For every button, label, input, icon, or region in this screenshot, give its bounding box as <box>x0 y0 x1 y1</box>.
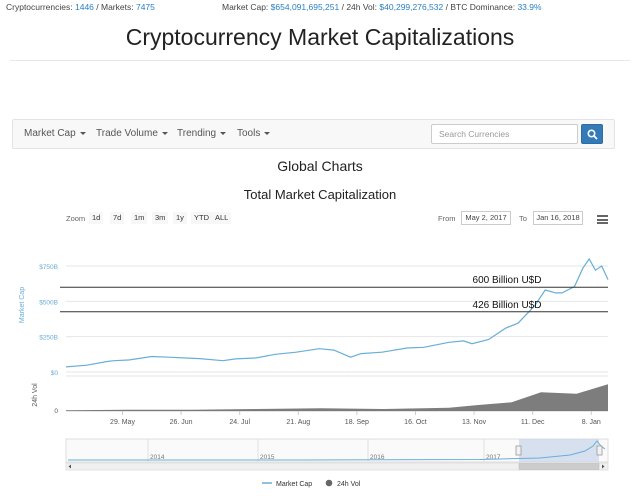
navigator-year-label: 2014 <box>150 454 165 461</box>
global-stats-bar: Cryptocurrencies: 1446 / Markets: 7475 M… <box>0 0 640 14</box>
volume-axis-title: 24h Vol <box>32 383 39 407</box>
volume-bars <box>66 384 608 411</box>
x-tick-label: 13. Nov <box>462 419 487 426</box>
zoom-1y-button[interactable]: 1y <box>173 212 187 224</box>
legend-market-cap-label: Market Cap <box>276 481 312 488</box>
btc-dominance-label: / BTC Dominance: <box>445 2 516 12</box>
zoom-7d-button[interactable]: 7d <box>110 212 125 224</box>
navigator-line <box>68 440 606 461</box>
nav-trending[interactable]: Trending <box>177 120 227 148</box>
chevron-down-icon <box>79 131 86 135</box>
nav-trade-volume[interactable]: Trade Volume <box>96 120 168 148</box>
volume-label: / 24h Vol: <box>341 2 378 12</box>
markets-label: / Markets: <box>96 2 134 12</box>
y-tick-label: $500B <box>39 299 58 306</box>
annotation-label: 426 Billion U$D <box>473 300 542 311</box>
search-button[interactable] <box>581 124 603 144</box>
navigator-panel <box>65 438 609 463</box>
zoom-label: Zoom <box>66 214 86 223</box>
search-input[interactable] <box>431 124 578 144</box>
zoom-ytd-button[interactable]: YTD <box>191 212 212 224</box>
x-tick-label: 24. Jul <box>229 419 250 426</box>
zoom-3m-button[interactable]: 3m <box>152 212 169 224</box>
market-cap-label: Market Cap: <box>222 2 269 12</box>
scroll-left-arrow-icon <box>68 464 71 469</box>
x-tick-label: 11. Dec <box>521 419 545 426</box>
volume-value[interactable]: $40,299,276,532 <box>379 2 444 12</box>
volume-tick-label: 0 <box>54 408 58 415</box>
x-tick-label: 21. Aug <box>286 419 310 426</box>
y-tick-label: $250B <box>39 335 58 342</box>
to-label: To <box>519 214 527 223</box>
chevron-down-icon <box>264 131 271 135</box>
zoom-1d-button[interactable]: 1d <box>89 212 104 224</box>
x-tick-label: 8. Jan <box>582 419 601 426</box>
btc-dominance-value[interactable]: 33.9% <box>517 2 542 12</box>
navigator-handle-left <box>515 445 522 456</box>
navigator-selection <box>519 439 599 462</box>
markets-count[interactable]: 7475 <box>135 2 155 12</box>
chevron-down-icon <box>161 131 168 135</box>
chart-title: Total Market Capitalization <box>243 187 397 202</box>
nav-tools[interactable]: Tools <box>237 120 271 148</box>
annotation-label: 600 Billion U$D <box>473 275 542 286</box>
x-tick-label: 29. May <box>110 419 135 426</box>
search-icon <box>587 129 598 140</box>
navigator-year-label: 2016 <box>370 454 385 461</box>
to-date-input[interactable]: Jan 16, 2018 <box>533 211 583 225</box>
navigator-handle-right <box>596 445 603 456</box>
chevron-down-icon <box>220 131 227 135</box>
nav-market-cap[interactable]: Market Cap <box>24 120 86 148</box>
y-tick-label: $750B <box>39 264 58 271</box>
page-title: Cryptocurrency Market Capitalizations <box>125 24 515 50</box>
from-label: From <box>438 214 456 223</box>
market-cap-line <box>65 257 609 368</box>
scrollbar-thumb <box>518 463 600 470</box>
title-divider <box>10 60 630 61</box>
market-cap-value[interactable]: $654,091,695,251 <box>270 2 340 12</box>
scroll-right-arrow-icon <box>602 464 605 469</box>
x-tick-label: 16. Oct <box>404 419 427 426</box>
y-axis-title: Market Cap <box>19 287 26 323</box>
cryptocurrencies-count[interactable]: 1446 <box>74 2 94 12</box>
from-date-input[interactable]: May 2, 2017 <box>461 211 511 225</box>
x-tick-label: 18. Sep <box>345 419 369 426</box>
scrollbar-track <box>65 462 609 471</box>
navigator-year-label: 2015 <box>260 454 275 461</box>
legend-volume-swatch <box>325 479 333 487</box>
chart-menu-icon[interactable] <box>597 215 608 224</box>
navbar: Market Cap Trade Volume Trending Tools <box>12 119 615 149</box>
zoom-1m-button[interactable]: 1m <box>131 212 148 224</box>
x-tick-label: 26. Jun <box>170 419 193 426</box>
legend-volume-label: 24h Vol <box>337 481 361 488</box>
navigator-year-label: 2017 <box>486 454 501 461</box>
y-tick-label: $0 <box>51 370 59 377</box>
zoom-all-button[interactable]: ALL <box>212 212 232 224</box>
cryptocurrencies-label: Cryptocurrencies: <box>6 2 73 12</box>
section-title: Global Charts <box>277 158 363 174</box>
